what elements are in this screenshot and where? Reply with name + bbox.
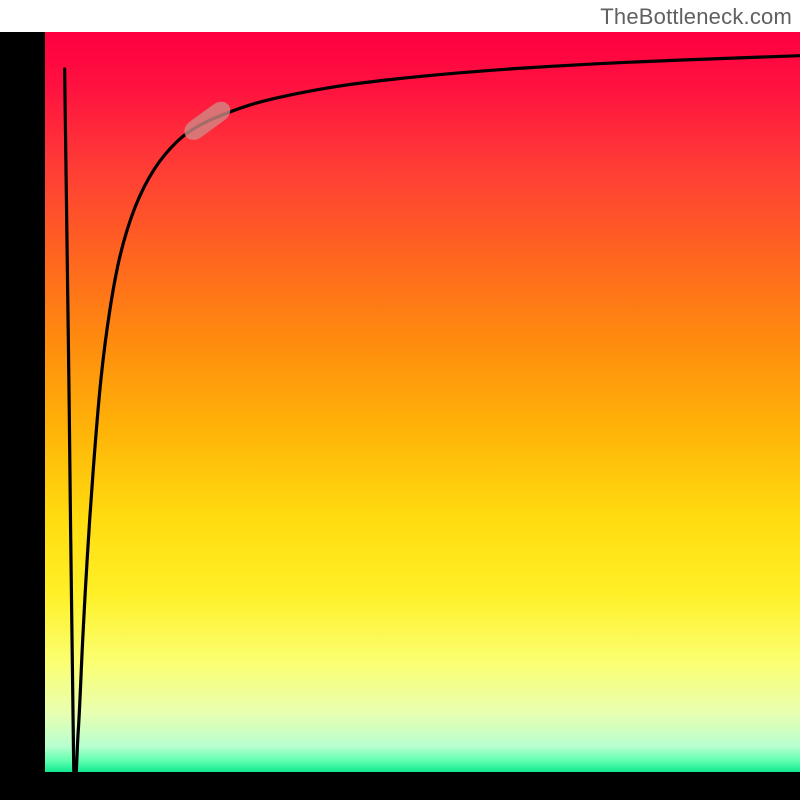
highlight-marker [180, 97, 234, 144]
curve-layer [45, 32, 800, 772]
attribution-label: TheBottleneck.com [600, 4, 792, 30]
plot-area [45, 32, 800, 772]
bottleneck-curve [65, 56, 800, 772]
bottleneck-chart: TheBottleneck.com [0, 0, 800, 800]
x-axis-band [0, 772, 800, 800]
y-axis-band [0, 32, 45, 772]
